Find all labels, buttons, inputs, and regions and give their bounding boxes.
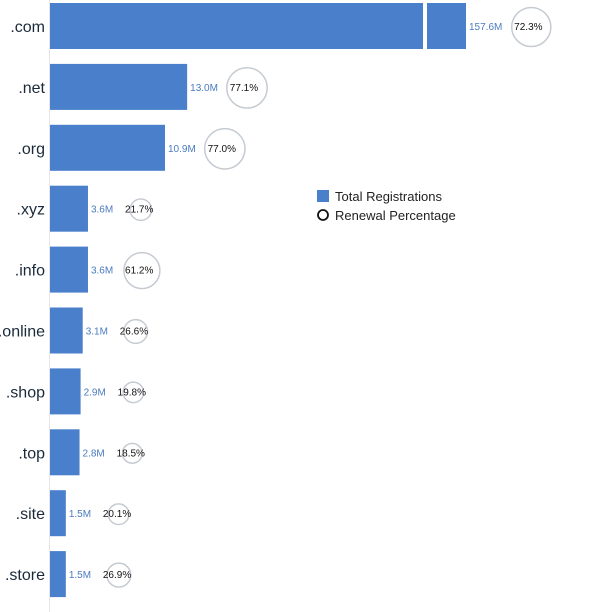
bar-net xyxy=(50,63,188,110)
category-label-xyz: .xyz xyxy=(17,202,45,219)
legend-label-renewal-percentage: Renewal Percentage xyxy=(335,208,456,223)
value-label-site: 1.5M xyxy=(69,509,91,520)
value-label-net: 13.0M xyxy=(190,83,218,94)
bar-com-continued xyxy=(427,3,466,49)
renewal-label-net: 77.1% xyxy=(230,83,258,94)
renewal-label-com: 72.3% xyxy=(514,22,542,33)
category-label-net: .net xyxy=(18,80,45,97)
category-label-com: .com xyxy=(10,19,45,36)
category-label-info: .info xyxy=(15,263,45,280)
value-label-xyz: 3.6M xyxy=(91,205,113,216)
renewal-label-info: 61.2% xyxy=(125,266,153,277)
category-label-org: .org xyxy=(17,141,45,158)
renewal-label-site: 20.1% xyxy=(103,509,131,520)
renewal-label-online: 26.6% xyxy=(120,327,148,338)
category-label-store: .store xyxy=(5,567,45,584)
bar-online xyxy=(50,307,83,354)
category-label-top: .top xyxy=(18,445,45,462)
bar-shop xyxy=(50,368,81,415)
renewal-circle-top xyxy=(121,442,143,464)
category-label-online: .online xyxy=(0,324,45,341)
legend-label-total-registrations: Total Registrations xyxy=(335,189,442,204)
renewal-circle-net xyxy=(226,66,268,109)
renewal-circle-xyz xyxy=(129,198,153,222)
legend-swatch-total-registrations xyxy=(317,190,329,202)
renewal-circle-store xyxy=(106,562,132,588)
value-label-store: 1.5M xyxy=(69,570,91,581)
category-label-site: .site xyxy=(16,506,45,523)
renewal-label-top: 18.5% xyxy=(117,448,145,459)
value-label-top: 2.8M xyxy=(83,448,105,459)
renewal-label-store: 26.9% xyxy=(103,570,131,581)
bar-com xyxy=(50,3,423,49)
value-label-org: 10.9M xyxy=(168,144,196,155)
renewal-label-shop: 19.8% xyxy=(118,387,146,398)
renewal-label-xyz: 21.7% xyxy=(125,205,153,216)
bar-top xyxy=(50,429,80,476)
renewal-circle-info xyxy=(123,251,161,290)
legend-marker-renewal-percentage xyxy=(317,209,329,221)
renewal-circle-com xyxy=(510,6,552,48)
legend: Total Registrations Renewal Percentage xyxy=(317,189,456,223)
renewal-label-org: 77.0% xyxy=(208,144,236,155)
value-label-shop: 2.9M xyxy=(84,387,106,398)
bar-org xyxy=(50,124,165,171)
bar-info xyxy=(50,246,88,293)
renewal-circle-org xyxy=(203,127,246,170)
renewal-circle-site xyxy=(107,503,130,526)
bar-site xyxy=(50,490,66,537)
renewal-circle-online xyxy=(123,318,149,345)
value-label-com: 157.6M xyxy=(469,22,502,33)
renewal-circle-shop xyxy=(122,381,145,404)
category-label-shop: .shop xyxy=(6,384,45,401)
bar-store xyxy=(50,551,66,598)
chart-rows: .com 157.6M 72.3% .net 13.0M 77.1% .org 10.9M 77… xyxy=(0,3,552,598)
value-label-info: 3.6M xyxy=(91,266,113,277)
bar-xyz xyxy=(50,185,88,232)
value-label-online: 3.1M xyxy=(86,327,108,338)
